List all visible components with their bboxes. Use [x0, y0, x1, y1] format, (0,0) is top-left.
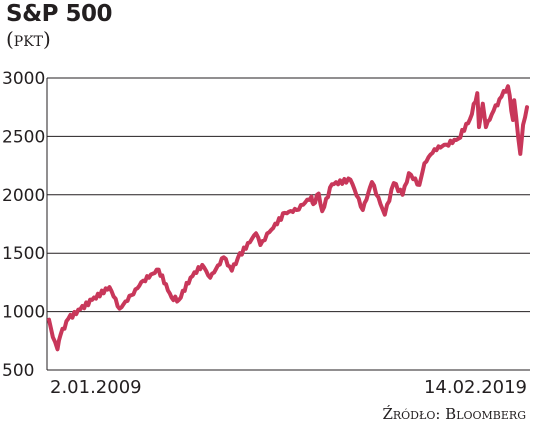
- y-tick-label-2500: 2500: [2, 127, 45, 147]
- y-tick-label-3000: 3000: [2, 69, 45, 89]
- series-line: [47, 84, 529, 352]
- y-tick-label-1000: 1000: [2, 303, 45, 323]
- chart-unit-label: (pkt): [6, 27, 51, 51]
- series-group: [47, 84, 529, 352]
- x-start-date-label: 2.01.2009: [50, 377, 142, 398]
- x-end-date-label: 14.02.2019: [424, 377, 527, 398]
- y-tick-labels: 500 1000 1500 2000 2500 3000: [2, 69, 45, 381]
- y-tick-label-2000: 2000: [2, 186, 45, 206]
- chart-title: S&P 500: [6, 1, 113, 27]
- y-tick-label-1500: 1500: [2, 244, 45, 264]
- gridlines: [46, 77, 530, 371]
- y-tick-label-500: 500: [2, 361, 34, 381]
- source-note: Źródło: Bloomberg: [382, 405, 526, 423]
